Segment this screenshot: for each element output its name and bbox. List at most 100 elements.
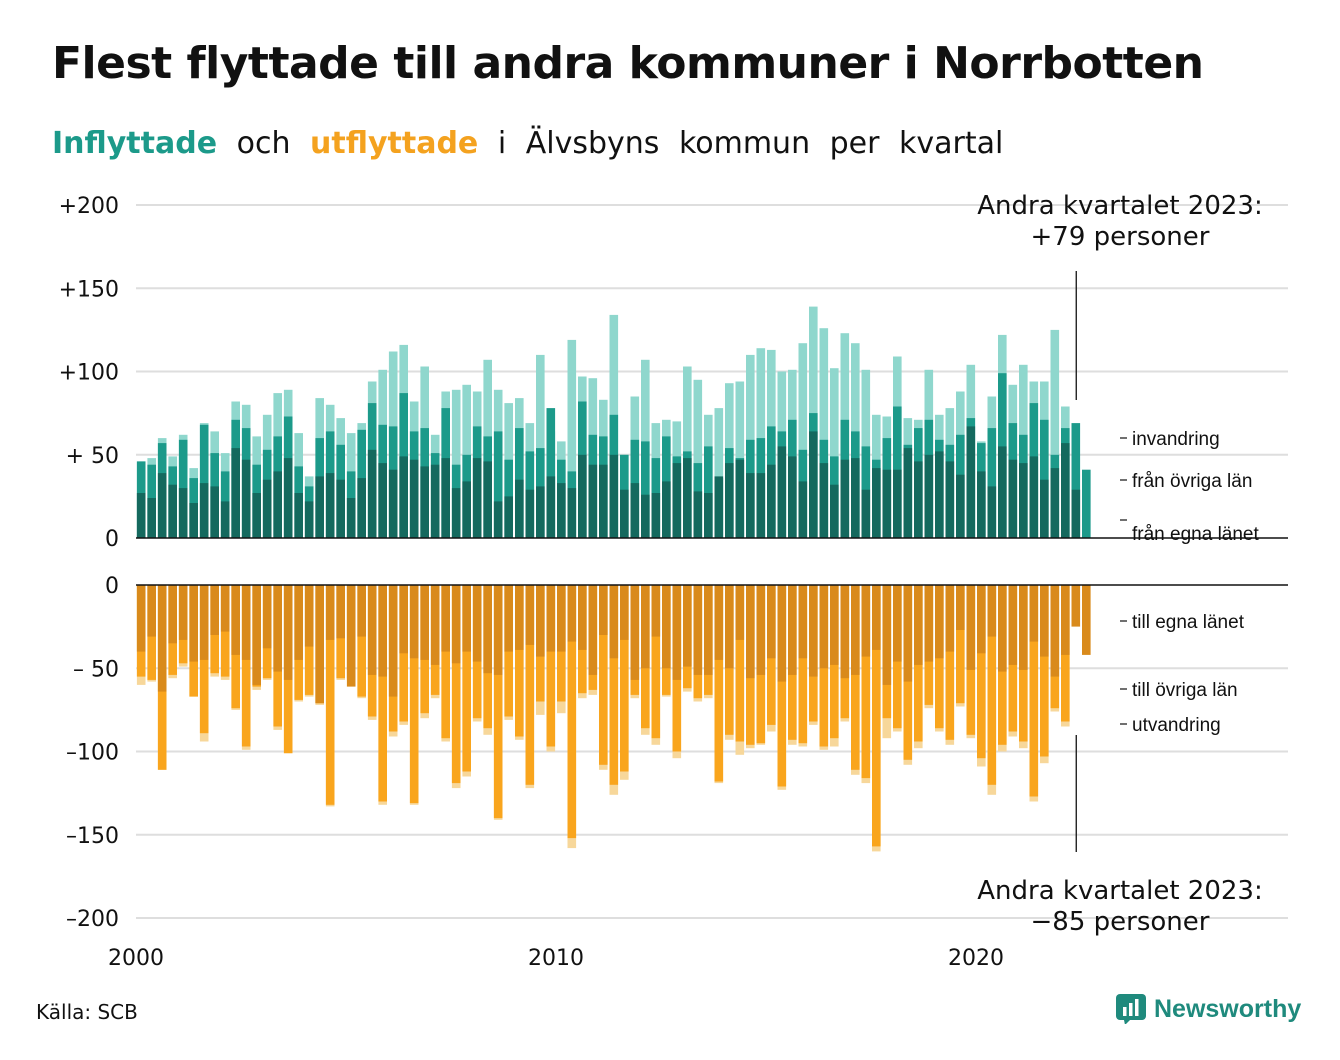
bar-in-från-egna-länet [536,486,545,538]
bar-out-till-övriga-län [609,585,619,785]
chart-subtitle: Inflyttade och utflyttade i Älvsbyns kom… [52,126,1013,161]
bar-in-från-egna-länet [304,501,314,538]
bar-out-till-egna-länet [388,585,398,697]
bar-in-invandring [830,368,839,538]
bar-out-till-övriga-län [620,585,629,772]
bar-out-till-egna-länet [1071,585,1081,627]
bar-out-till-egna-länet [893,585,902,662]
bar-out-till-egna-länet [262,585,272,649]
bar-out-till-egna-länet [840,585,850,679]
bar-in-invandring [714,408,724,538]
bar-out-till-egna-länet [220,585,230,632]
bar-out-till-egna-länet [683,585,692,667]
bar-in-från-egna-länet [346,498,356,538]
bar-out-till-egna-länet [977,585,986,654]
y-tick-out: – 50 [73,657,119,682]
x-tick: 2010 [528,946,584,971]
bar-in-från-egna-länet [735,459,745,538]
subtitle-per: per [829,126,880,161]
source-note: Källa: SCB [36,1000,138,1024]
bar-in-från-egna-länet [998,446,1007,538]
bar-in-från-egna-länet [725,463,734,538]
bar-out-till-egna-länet [136,585,146,652]
y-tick-in: 0 [105,527,119,552]
bar-out-till-egna-länet [315,585,324,704]
bar-in-från-egna-länet [199,483,209,538]
bar-out-till-egna-länet [325,585,335,640]
bar-in-från-egna-länet [168,484,177,538]
bar-in-från-egna-länet [578,454,587,539]
bar-out-till-egna-länet [441,585,450,652]
bar-out-till-egna-länet [515,585,524,650]
bar-out-till-övriga-län [851,585,860,770]
bar-out-till-egna-länet [914,585,923,665]
bar-out-till-egna-länet [178,585,188,640]
bar-out-till-övriga-län [451,585,461,784]
bar-out-till-egna-länet [777,585,787,682]
bar-out-till-övriga-län [987,585,997,785]
bar-in-från-egna-länet [378,463,387,538]
bar-out-till-egna-länet [935,585,944,659]
bar-out-till-egna-länet [231,585,240,655]
bar-in-från-egna-länet [157,473,167,538]
subtitle-och: och [236,126,291,161]
bar-out-till-övriga-län [241,585,251,747]
bar-in-från-egna-länet [220,501,230,538]
bar-out-till-egna-länet [809,585,818,677]
bar-out-till-övriga-län [798,585,808,744]
bar-in-från-egna-länet [357,478,366,538]
bar-in-från-egna-länet [945,461,955,538]
x-tick: 2000 [108,946,164,971]
bar-in-från-egna-länet [409,459,419,538]
bar-out-till-övriga-län [1029,585,1039,797]
bar-out-till-egna-länet [557,585,566,652]
y-tick-in: +200 [59,194,119,219]
bar-in-från-egna-länet [777,446,787,538]
bar-out-till-egna-länet [882,585,892,685]
bar-out-till-egna-länet [819,585,829,669]
bar-in-från-egna-länet [704,493,713,538]
bar-out-till-egna-länet [483,585,492,674]
bar-out-till-egna-länet [241,585,251,660]
subtitle-kvartal: kvartal [899,126,1004,161]
bar-out-till-egna-länet [725,585,734,669]
y-tick-out: –100 [66,741,119,766]
bar-in-från-övriga-län [987,428,997,538]
bar-in-från-egna-länet [872,468,881,538]
bar-out-till-egna-länet [861,585,871,657]
bar-out-till-egna-länet [693,585,703,675]
legend-label-out: till övriga län [1132,680,1238,701]
bar-out-till-egna-länet [735,585,745,640]
bar-in-från-egna-länet [262,479,272,538]
bar-in-från-egna-länet [819,463,829,538]
bar-out-till-egna-länet [704,585,713,675]
bar-out-till-egna-länet [620,585,629,640]
bar-in-från-egna-länet [788,456,797,538]
bar-out-till-egna-länet [672,585,682,680]
bar-in-från-egna-länet [798,481,808,538]
bar-out-till-egna-länet [714,585,724,660]
bar-out-till-egna-länet [599,585,608,635]
bar-in-från-egna-länet [662,481,671,538]
bar-in-från-egna-länet [956,474,965,538]
bar-in-invandring [1050,329,1060,538]
bar-in-från-egna-länet [851,458,860,538]
newsworthy-logo: Newsworthy [1116,994,1301,1024]
bar-out-till-egna-länet [987,585,997,637]
bar-in-från-egna-länet [241,459,251,538]
bar-in-från-egna-länet [325,473,335,538]
bar-in-från-egna-länet [840,459,850,538]
bar-in-från-egna-länet [189,503,198,538]
bar-out-till-egna-länet [546,585,556,652]
bar-in-från-övriga-län [704,446,713,538]
bar-in-från-egna-länet [924,454,934,539]
bar-in-från-egna-länet [630,483,640,538]
bar-out-till-egna-länet [1029,585,1039,642]
bar-out-till-egna-länet [409,585,419,659]
bar-out-till-egna-länet [662,585,671,669]
bar-in-från-övriga-län [493,431,503,538]
bar-out-till-egna-länet [746,585,755,679]
bar-out-till-egna-länet [210,585,219,635]
bar-out-till-egna-länet [567,585,577,642]
bar-in-från-egna-länet [599,464,608,538]
